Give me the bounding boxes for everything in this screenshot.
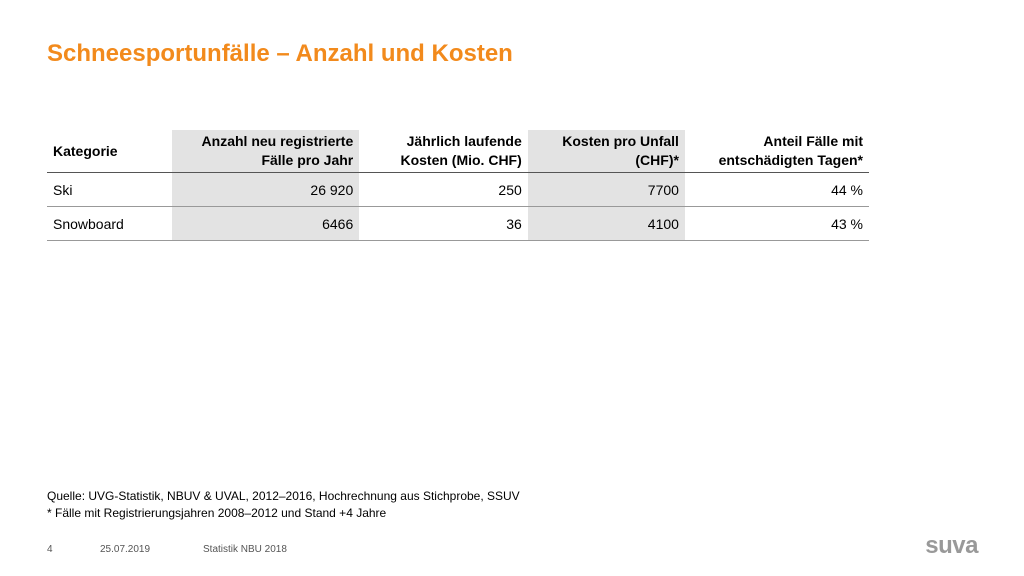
source-note: Quelle: UVG-Statistik, NBUV & UVAL, 2012… <box>47 489 520 503</box>
header-anteil: Anteil Fälle mit entschädigten Tagen* <box>684 130 869 173</box>
suva-logo: suva <box>925 532 978 559</box>
cell-kategorie: Ski <box>47 172 173 207</box>
cell-anzahl: 26 920 <box>172 172 360 207</box>
header-kosten-laufend: Jährlich laufende Kosten (Mio. CHF) <box>359 130 528 173</box>
cell-kategorie: Snowboard <box>47 206 173 241</box>
data-table: Kategorie Anzahl neu registrierte Fälle … <box>47 130 869 241</box>
table-row: Snowboard 6466 36 4100 43 % <box>47 206 869 241</box>
header-anzahl: Anzahl neu registrierte Fälle pro Jahr <box>172 130 360 173</box>
cell-kosten-laufend: 250 <box>359 172 528 207</box>
cell-anteil: 43 % <box>684 206 869 241</box>
page-number: 4 <box>47 544 53 555</box>
notes: Quelle: UVG-Statistik, NBUV & UVAL, 2012… <box>47 488 520 522</box>
table-header-row: Kategorie Anzahl neu registrierte Fälle … <box>47 130 869 173</box>
header-kosten-pro-unfall: Kosten pro Unfall (CHF)* <box>527 130 685 173</box>
cell-kosten-laufend: 36 <box>359 206 528 241</box>
footer-date: 25.07.2019 <box>100 544 151 555</box>
table-row: Ski 26 920 250 7700 44 % <box>47 172 869 207</box>
cell-kosten-pro-unfall: 7700 <box>527 172 685 207</box>
cell-anzahl: 6466 <box>172 206 360 241</box>
cell-anteil: 44 % <box>684 172 869 207</box>
header-kategorie: Kategorie <box>47 130 173 173</box>
footer-label: Statistik NBU 2018 <box>203 544 287 555</box>
page-title: Schneesportunfälle – Anzahl und Kosten <box>47 40 513 67</box>
cell-kosten-pro-unfall: 4100 <box>527 206 685 241</box>
footnote: * Fälle mit Registrierungsjahren 2008–20… <box>47 506 387 520</box>
